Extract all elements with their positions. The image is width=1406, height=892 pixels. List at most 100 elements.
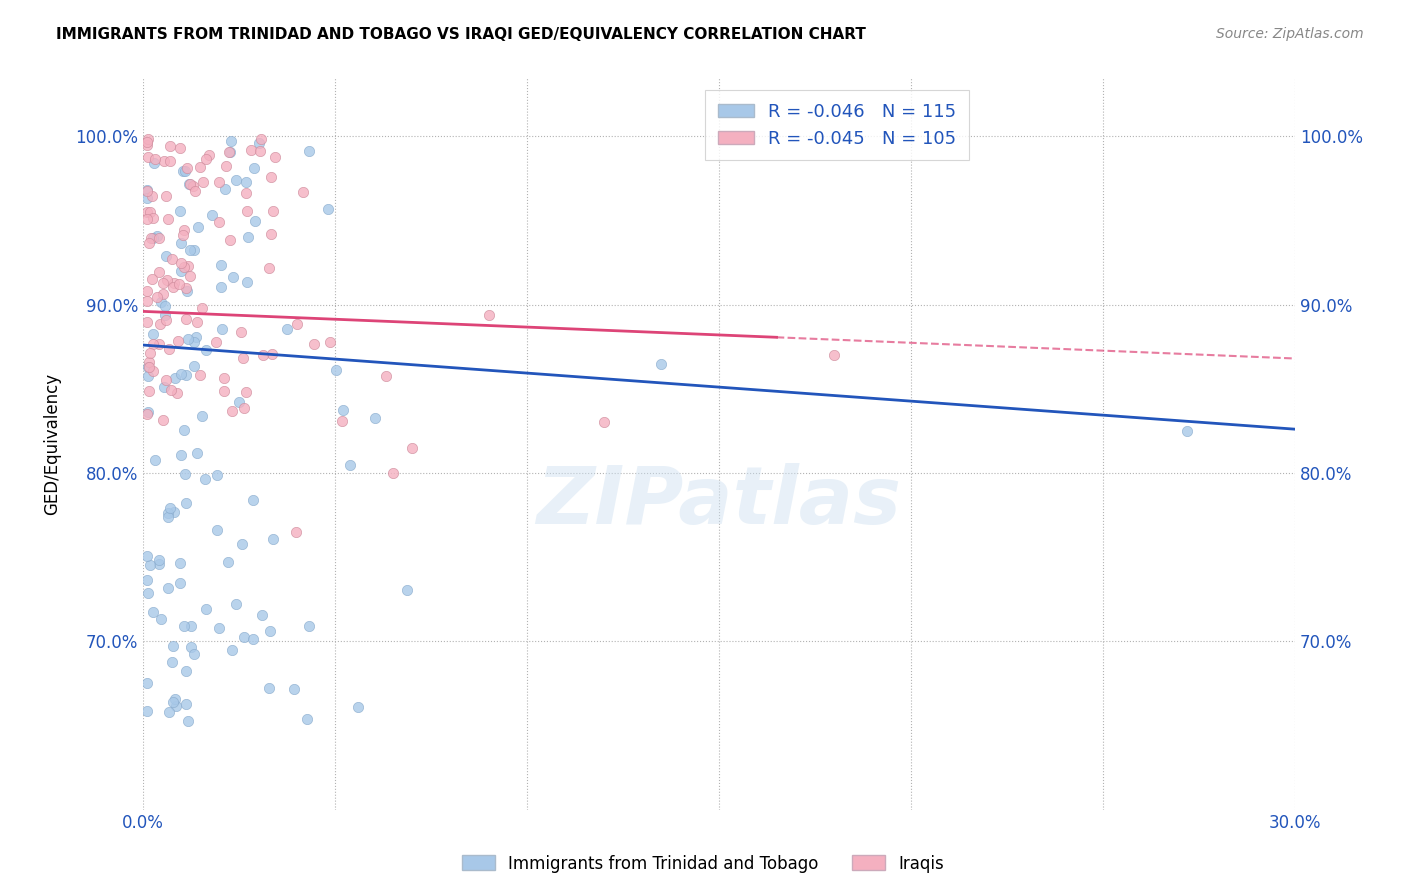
- Point: [173, 260, 195, 275]
- Point: [176, 161, 198, 175]
- Point: [179, 177, 201, 191]
- Point: [212, 384, 235, 399]
- Point: [148, 230, 170, 244]
- Point: [155, 249, 177, 263]
- Point: [195, 343, 218, 358]
- Point: [363, 411, 385, 425]
- Point: [135, 574, 157, 588]
- Point: [163, 505, 186, 519]
- Point: [155, 299, 177, 313]
- Point: [209, 279, 232, 293]
- Point: [243, 161, 266, 175]
- Point: [221, 643, 243, 657]
- Point: [169, 368, 191, 382]
- Point: [183, 648, 205, 662]
- Point: [228, 394, 250, 409]
- Point: [138, 355, 160, 369]
- Point: [186, 446, 208, 460]
- Point: [152, 286, 174, 301]
- Point: [141, 231, 163, 245]
- Point: [207, 175, 229, 189]
- Point: [155, 373, 177, 387]
- Point: [204, 334, 226, 349]
- Point: [285, 524, 308, 539]
- Point: [135, 704, 157, 718]
- Point: [155, 313, 177, 327]
- Point: [247, 136, 270, 150]
- Point: [135, 205, 157, 219]
- Point: [145, 152, 167, 166]
- Point: [195, 602, 218, 616]
- Point: [191, 301, 214, 315]
- Point: [176, 281, 198, 295]
- Point: [162, 639, 184, 653]
- Point: [169, 204, 191, 219]
- Point: [173, 467, 195, 481]
- Point: [148, 557, 170, 571]
- Point: [159, 139, 181, 153]
- Point: [214, 182, 236, 196]
- Point: [142, 364, 165, 378]
- Point: [138, 360, 160, 375]
- Point: [205, 468, 228, 483]
- Point: [145, 229, 167, 244]
- Point: [208, 215, 231, 229]
- Point: [236, 230, 259, 244]
- Point: [135, 284, 157, 298]
- Point: [285, 318, 308, 332]
- Point: [259, 261, 281, 276]
- Point: [225, 172, 247, 186]
- Point: [174, 495, 197, 509]
- Point: [149, 294, 172, 309]
- Point: [187, 220, 209, 235]
- Point: [155, 188, 177, 202]
- Point: [257, 681, 280, 695]
- Point: [325, 363, 347, 377]
- Point: [159, 153, 181, 168]
- Point: [139, 205, 162, 219]
- Point: [250, 607, 273, 622]
- Point: [208, 621, 231, 635]
- Point: [153, 153, 176, 168]
- Point: [138, 236, 160, 251]
- Point: [165, 692, 187, 706]
- Point: [141, 272, 163, 286]
- Point: [250, 131, 273, 145]
- Point: [170, 256, 193, 270]
- Point: [170, 448, 193, 462]
- Point: [173, 222, 195, 236]
- Point: [138, 150, 160, 164]
- Point: [157, 211, 180, 226]
- Point: [136, 404, 159, 418]
- Point: [330, 414, 353, 428]
- Point: [245, 213, 267, 227]
- Point: [186, 330, 208, 344]
- Point: [149, 318, 172, 332]
- Point: [135, 183, 157, 197]
- Point: [179, 243, 201, 257]
- Point: [136, 586, 159, 600]
- Text: IMMIGRANTS FROM TRINIDAD AND TOBAGO VS IRAQI GED/EQUIVALENCY CORRELATION CHART: IMMIGRANTS FROM TRINIDAD AND TOBAGO VS I…: [56, 27, 866, 42]
- Point: [332, 403, 354, 417]
- Point: [167, 334, 190, 349]
- Legend: Immigrants from Trinidad and Tobago, Iraqis: Immigrants from Trinidad and Tobago, Ira…: [456, 848, 950, 880]
- Point: [219, 134, 242, 148]
- Point: [374, 369, 396, 384]
- Point: [174, 312, 197, 326]
- Point: [157, 705, 180, 719]
- Point: [395, 582, 418, 597]
- Point: [142, 605, 165, 619]
- Point: [135, 549, 157, 563]
- Point: [160, 656, 183, 670]
- Point: [592, 416, 614, 430]
- Point: [211, 258, 233, 272]
- Point: [221, 404, 243, 418]
- Point: [217, 555, 239, 569]
- Point: [249, 144, 271, 158]
- Point: [155, 273, 177, 287]
- Point: [169, 556, 191, 570]
- Point: [176, 284, 198, 298]
- Point: [477, 308, 499, 322]
- Point: [163, 277, 186, 291]
- Point: [135, 184, 157, 198]
